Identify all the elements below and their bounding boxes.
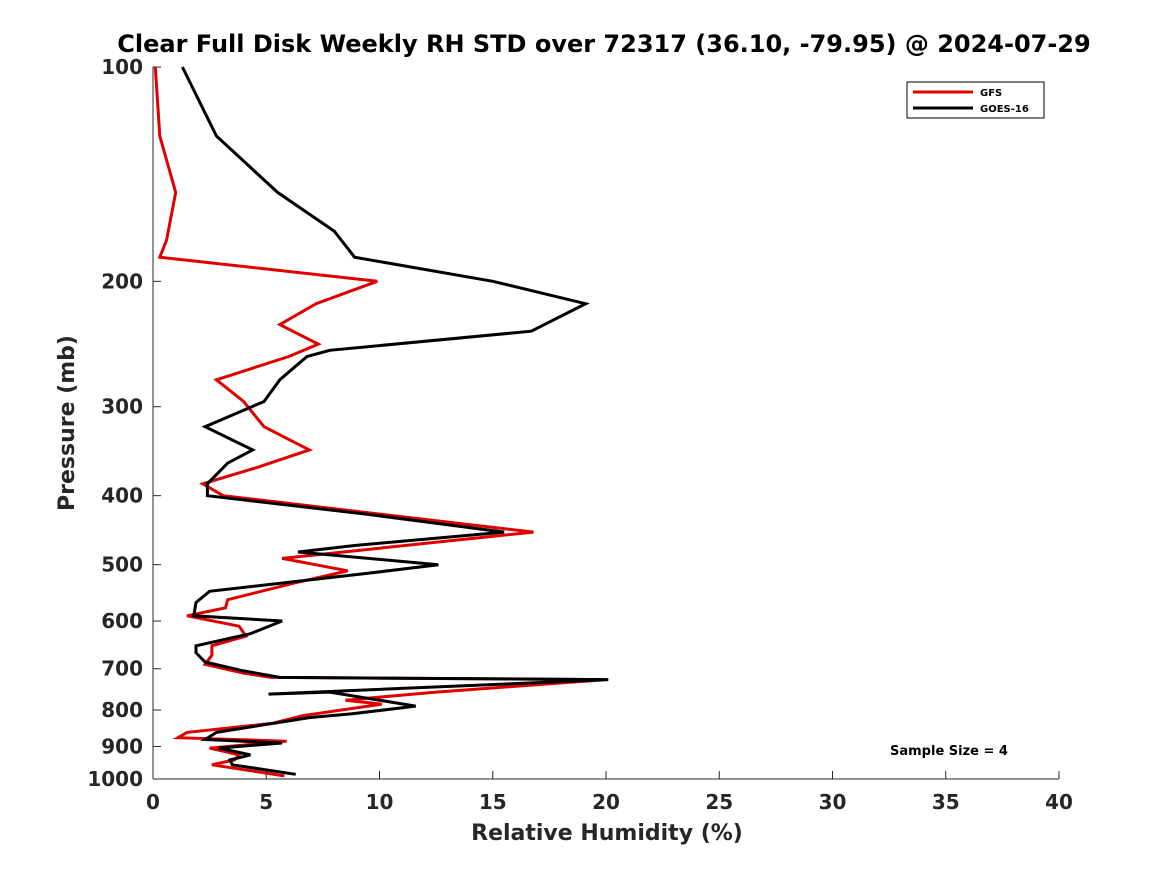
y-tick-label: 300	[101, 395, 143, 419]
legend: GFS GOES-16	[906, 81, 1045, 119]
y-tick-label: 800	[101, 698, 143, 722]
y-tick-label: 1000	[87, 767, 143, 791]
legend-box	[906, 81, 1045, 119]
y-tick-label: 200	[101, 269, 143, 293]
axes: 0 5 10 15 20 25 30 35 40 100 200 300 400 500 600 700 800…	[87, 55, 1073, 814]
x-tick-label: 5	[259, 790, 273, 814]
x-tick-label: 15	[479, 790, 507, 814]
y-tick-label: 700	[101, 657, 143, 681]
x-axis-label: Relative Humidity (%)	[471, 821, 743, 846]
x-tick-label: 35	[932, 790, 960, 814]
x-tick-label: 10	[366, 790, 394, 814]
x-tick-label: 0	[146, 790, 160, 814]
x-tick-label: 30	[819, 790, 847, 814]
x-tick-label: 20	[592, 790, 620, 814]
x-tick-label: 25	[705, 790, 733, 814]
y-tick-label: 600	[101, 609, 143, 633]
y-tick-label: 500	[101, 553, 143, 577]
chart-title: Clear Full Disk Weekly RH STD over 72317…	[117, 30, 1090, 58]
sample-size-annotation: Sample Size = 4	[890, 744, 1008, 759]
y-tick-label: 400	[101, 484, 143, 508]
legend-label: GFS	[980, 88, 1002, 99]
y-tick-label: 100	[101, 55, 143, 79]
legend-label: GOES-16	[980, 104, 1029, 115]
y-axis-label: Pressure (mb)	[55, 335, 80, 511]
series-lines	[153, 66, 609, 778]
series-line-gfs	[153, 66, 607, 778]
series-line-goes-16	[181, 66, 609, 776]
y-tick-label: 900	[101, 734, 143, 758]
x-tick-label: 40	[1045, 790, 1073, 814]
